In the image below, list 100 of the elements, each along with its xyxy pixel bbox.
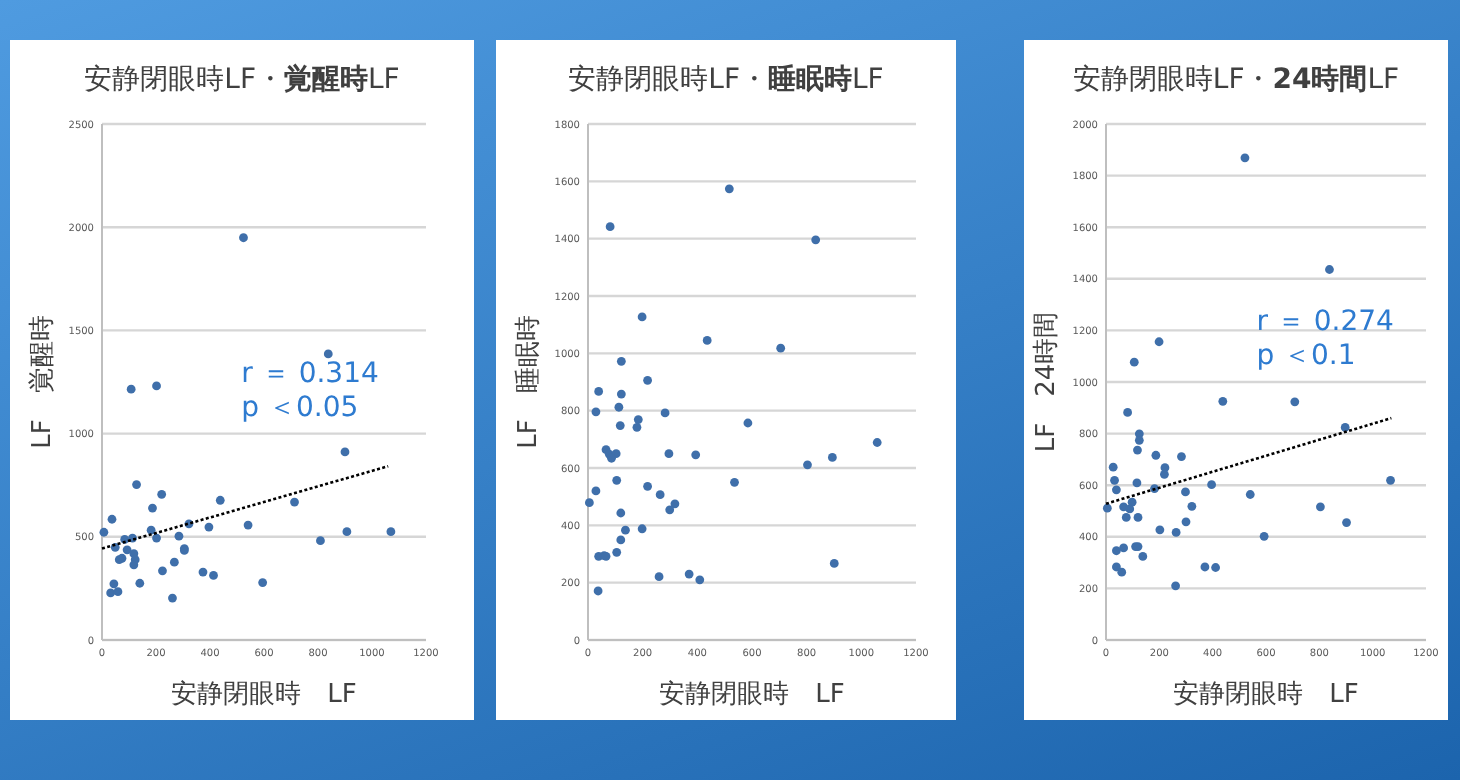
point	[1316, 502, 1325, 512]
point	[691, 450, 701, 460]
point	[616, 508, 626, 518]
point	[811, 235, 821, 245]
point	[1240, 153, 1250, 163]
point	[1386, 475, 1395, 485]
point	[670, 499, 680, 509]
point	[1171, 581, 1180, 591]
point	[1133, 513, 1143, 522]
point	[215, 495, 225, 505]
point	[1340, 423, 1350, 432]
point	[1218, 396, 1228, 406]
point	[1245, 490, 1255, 499]
point	[730, 477, 739, 487]
point	[1133, 445, 1142, 455]
point	[637, 524, 647, 534]
chart-title: 安静閉眼時LF・覚醒時LF	[84, 62, 400, 96]
point	[1181, 517, 1191, 527]
point	[872, 438, 882, 447]
point	[829, 559, 839, 568]
annotation: r ＝ 0.274	[1256, 306, 1395, 339]
annotation: p ＜0.05	[241, 392, 359, 424]
point	[152, 381, 161, 391]
point	[126, 384, 136, 394]
point	[616, 535, 626, 545]
point	[99, 527, 109, 537]
point	[1187, 501, 1197, 511]
point	[290, 497, 299, 507]
point	[1177, 452, 1186, 461]
annotation: r ＝ 0.314	[241, 358, 379, 390]
point	[702, 336, 712, 345]
point	[612, 547, 622, 557]
point	[1117, 567, 1127, 577]
point	[109, 579, 119, 589]
point	[132, 480, 141, 489]
point	[1112, 546, 1121, 556]
point	[643, 481, 652, 491]
point	[1110, 475, 1119, 485]
point	[148, 503, 157, 513]
point	[174, 531, 184, 541]
point	[1125, 504, 1135, 514]
point	[633, 415, 643, 424]
point	[1151, 450, 1161, 460]
point	[243, 520, 253, 530]
point	[209, 571, 218, 580]
point	[386, 527, 396, 537]
point	[591, 486, 601, 496]
point	[1290, 397, 1300, 407]
y-axis-title: LF 睡眠時	[514, 315, 544, 449]
point	[1138, 552, 1148, 561]
point	[643, 375, 652, 385]
point	[616, 389, 626, 399]
point	[1200, 562, 1210, 572]
point	[1171, 528, 1181, 537]
point	[1325, 265, 1334, 274]
point	[776, 343, 786, 353]
point	[1121, 513, 1131, 522]
x-axis-title: 安静閉眼時 LF	[1173, 678, 1359, 710]
point	[1132, 478, 1142, 488]
point	[655, 490, 665, 500]
point	[616, 356, 626, 366]
point	[612, 475, 622, 485]
point	[258, 578, 268, 588]
y-axis-title: LF 覚醒時	[28, 315, 58, 449]
point	[1342, 518, 1351, 528]
point	[1112, 562, 1121, 572]
point	[591, 407, 601, 417]
point	[632, 422, 642, 432]
point	[621, 525, 630, 535]
point	[1211, 563, 1220, 572]
point	[1123, 408, 1132, 417]
point	[129, 560, 139, 570]
point	[1160, 469, 1169, 479]
point	[1155, 525, 1165, 535]
point	[1129, 357, 1139, 367]
point	[1119, 543, 1128, 553]
point	[169, 557, 179, 567]
point	[113, 587, 123, 597]
point	[1102, 503, 1112, 513]
y-axis-title: LF 24時間	[1032, 311, 1062, 453]
point	[654, 572, 664, 582]
point	[637, 312, 647, 322]
point	[827, 452, 837, 462]
point	[584, 498, 594, 508]
point	[239, 233, 248, 243]
point	[122, 545, 132, 555]
point	[342, 527, 352, 537]
point	[724, 184, 734, 194]
point	[594, 387, 604, 396]
point	[615, 421, 625, 430]
point	[168, 593, 177, 603]
point	[605, 222, 615, 232]
chart-title: 安静閉眼時LF・24時間LF	[1072, 64, 1400, 96]
point	[593, 586, 603, 596]
point	[323, 349, 333, 359]
point	[614, 402, 624, 412]
point	[695, 575, 705, 585]
point	[157, 489, 167, 499]
point	[743, 418, 753, 428]
chart-title: 安静閉眼時LF・睡眠時LF	[568, 64, 884, 96]
